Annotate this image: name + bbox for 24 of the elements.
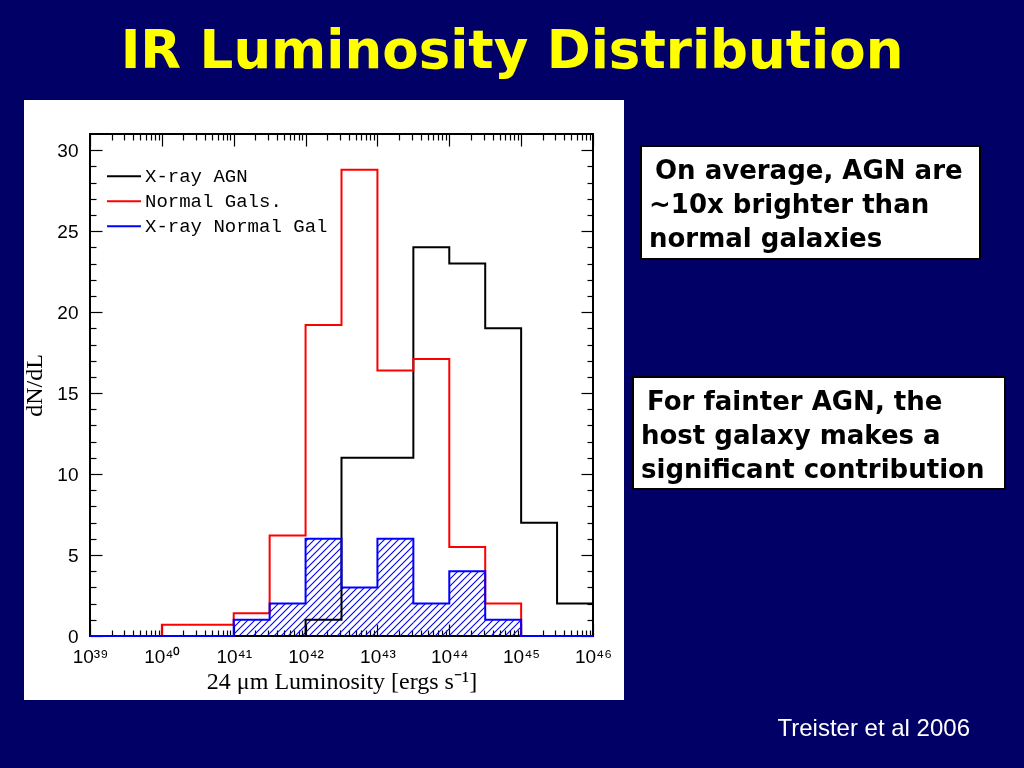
y-tick-label: 15 — [57, 382, 79, 404]
note-box: On average, AGN are ~10x brighter than normal galaxies — [640, 145, 981, 260]
x-tick-label: 10⁴⁴ — [431, 645, 469, 667]
x-tick-label: 10⁴³ — [360, 645, 396, 667]
x-axis-title: 24 μm Luminosity [ergs s⁻¹] — [206, 667, 478, 694]
text: Treister et al 2006 — [777, 714, 970, 742]
x-tick-label: 10⁴¹ — [216, 645, 253, 667]
y-tick-label: 20 — [57, 301, 79, 323]
legend-label: Normal Gals. — [145, 191, 282, 214]
x-tick-label: 10⁴⁶ — [574, 645, 613, 667]
y-axis-title: dN/dL — [21, 354, 48, 417]
x-tick-label: 10⁴² — [288, 645, 324, 667]
note-box: For fainter AGN, the host galaxy makes a significant contribution — [632, 376, 1006, 490]
y-tick-label: 10 — [57, 463, 79, 485]
y-tick-label: 30 — [57, 139, 79, 161]
x-tick-label: 10³⁹ — [72, 645, 109, 667]
legend-label: X-ray AGN — [145, 166, 248, 189]
x-tick-label: 10⁴⁰ — [144, 645, 181, 667]
chart-title: IR Luminosity Distribution — [119, 19, 905, 80]
y-tick-label: 25 — [57, 220, 79, 242]
y-tick-label: 0 — [67, 625, 79, 647]
x-tick-label: 10⁴⁵ — [503, 645, 541, 667]
legend-label: X-ray Normal Gal — [145, 216, 328, 239]
y-tick-label: 5 — [67, 544, 79, 566]
